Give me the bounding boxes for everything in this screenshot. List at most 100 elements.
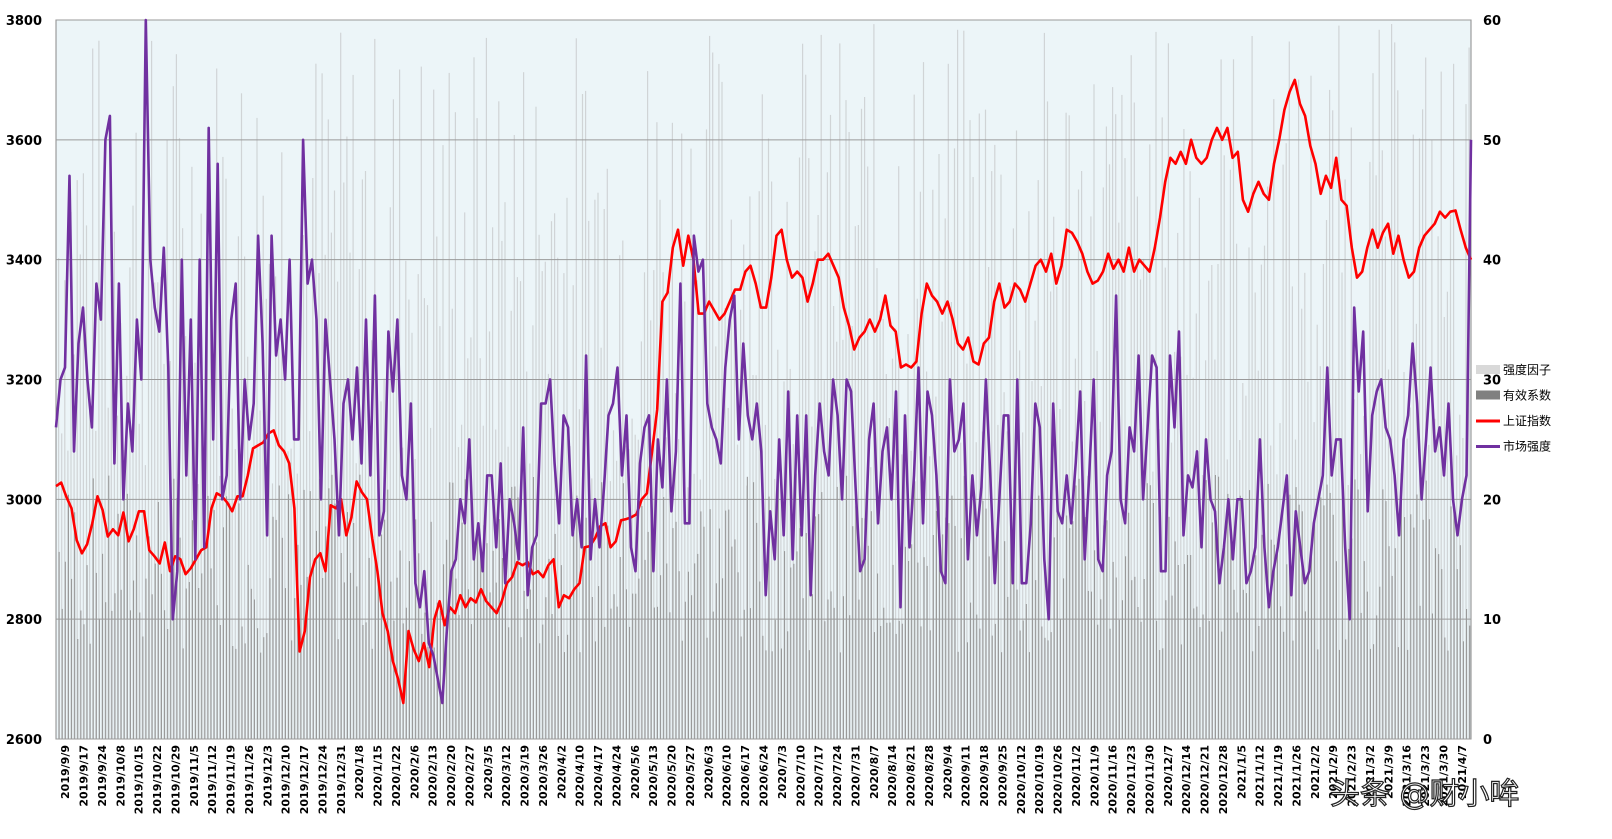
effective-coef-bar bbox=[328, 488, 330, 739]
effective-coef-bar bbox=[272, 516, 274, 739]
effective-coef-bar bbox=[1075, 485, 1077, 739]
effective-coef-bar bbox=[1335, 561, 1337, 739]
strength-factor-bar bbox=[457, 447, 460, 739]
legend-shanghai-index: 上证指数 bbox=[1476, 413, 1551, 428]
strength-factor-bar bbox=[172, 86, 174, 739]
effective-coef-bar bbox=[145, 578, 147, 739]
strength-factor-bar bbox=[1366, 481, 1368, 739]
strength-factor-bar bbox=[631, 418, 633, 739]
effective-coef-bar bbox=[511, 486, 513, 739]
effective-coef-bar bbox=[973, 487, 975, 739]
effective-coef-bar bbox=[1125, 556, 1127, 739]
effective-coef-bar bbox=[653, 607, 655, 739]
strength-factor-bar bbox=[85, 225, 88, 739]
effective-coef-bar bbox=[532, 477, 534, 739]
effective-coef-bar bbox=[1295, 487, 1297, 739]
strength-factor-bar bbox=[780, 480, 782, 739]
x-tick-label: 2020/2/6 bbox=[408, 745, 421, 799]
effective-coef-bar bbox=[660, 575, 662, 739]
effective-coef-bar bbox=[1041, 626, 1043, 739]
effective-coef-bar bbox=[666, 563, 668, 739]
effective-coef-bar bbox=[219, 625, 221, 739]
strength-factor-bar bbox=[994, 144, 996, 739]
effective-coef-bar bbox=[433, 647, 435, 739]
effective-coef-bar bbox=[1394, 548, 1396, 739]
strength-factor-bar bbox=[926, 371, 928, 739]
effective-coef-bar bbox=[244, 643, 246, 739]
effective-coef-bar bbox=[743, 609, 745, 739]
effective-coef-bar bbox=[198, 588, 200, 739]
strength-factor-bar bbox=[1046, 101, 1049, 739]
effective-coef-bar bbox=[613, 594, 615, 739]
strength-factor-bar bbox=[1201, 475, 1204, 739]
strength-factor-bar bbox=[653, 270, 655, 739]
effective-coef-bar bbox=[607, 525, 609, 739]
effective-coef-bar bbox=[970, 602, 972, 739]
strength-factor-bar bbox=[761, 94, 763, 740]
strength-factor-bar bbox=[340, 32, 342, 739]
strength-factor-bar bbox=[727, 407, 729, 739]
strength-factor-bar bbox=[848, 132, 850, 739]
left-tick-label: 3400 bbox=[6, 254, 42, 269]
strength-factor-bar bbox=[913, 94, 915, 740]
strength-factor-bar bbox=[1158, 429, 1160, 739]
effective-coef-bar bbox=[1134, 576, 1136, 739]
legend-label: 强度因子 bbox=[1503, 362, 1551, 377]
strength-factor-bar bbox=[275, 276, 277, 739]
effective-coef-bar bbox=[1069, 528, 1071, 739]
effective-coef-bar bbox=[1435, 548, 1437, 739]
x-tick-label: 2020/11/2 bbox=[1070, 745, 1083, 807]
effective-coef-bar bbox=[886, 622, 888, 739]
effective-coef-bar bbox=[908, 561, 910, 739]
right-tick-label: 0 bbox=[1483, 733, 1492, 748]
effective-coef-bar bbox=[1307, 576, 1309, 739]
effective-coef-bar bbox=[1466, 609, 1468, 739]
effective-coef-bar bbox=[170, 514, 172, 739]
strength-factor-bar bbox=[1298, 79, 1300, 740]
effective-coef-bar bbox=[836, 486, 838, 739]
effective-coef-bar bbox=[1469, 625, 1471, 739]
strength-factor-bar bbox=[634, 434, 636, 739]
effective-coef-bar bbox=[669, 612, 671, 739]
strength-factor-bar bbox=[1195, 313, 1197, 739]
strength-factor-bar bbox=[891, 358, 894, 739]
effective-coef-bar bbox=[1190, 555, 1192, 739]
strength-factor-bar bbox=[64, 280, 66, 739]
effective-coef-bar bbox=[594, 641, 596, 739]
strength-factor-bar bbox=[1242, 383, 1244, 739]
strength-factor-bar bbox=[240, 93, 243, 740]
effective-coef-bar bbox=[715, 583, 717, 739]
effective-coef-bar bbox=[517, 497, 519, 739]
effective-coef-bar bbox=[1413, 527, 1415, 739]
effective-coef-bar bbox=[1326, 484, 1328, 739]
strength-factor-bar bbox=[572, 285, 574, 739]
effective-coef-bar bbox=[421, 633, 423, 739]
effective-coef-bar bbox=[408, 561, 410, 739]
strength-factor-bar bbox=[681, 133, 683, 739]
effective-coef-bar bbox=[740, 636, 742, 739]
x-tick-label: 2020/7/3 bbox=[776, 745, 789, 799]
strength-factor-bar bbox=[507, 446, 509, 739]
strength-factor-bar bbox=[1375, 175, 1377, 740]
x-tick-label: 2020/9/4 bbox=[941, 745, 954, 799]
effective-coef-bar bbox=[1338, 649, 1340, 739]
strength-factor-bar bbox=[1360, 454, 1362, 739]
strength-factor-bar bbox=[668, 291, 670, 739]
effective-coef-bar bbox=[1146, 483, 1148, 739]
right-tick-label: 10 bbox=[1483, 613, 1501, 628]
strength-factor-bar bbox=[575, 38, 577, 740]
strength-factor-bar bbox=[420, 66, 422, 740]
effective-coef-bar bbox=[1320, 497, 1322, 739]
effective-coef-bar bbox=[1373, 644, 1375, 739]
effective-coef-bar bbox=[1214, 475, 1216, 739]
effective-coef-bar bbox=[1174, 541, 1176, 739]
effective-coef-bar bbox=[1348, 548, 1350, 739]
effective-coef-bar bbox=[133, 580, 135, 739]
strength-factor-bar bbox=[1344, 179, 1346, 739]
effective-coef-bar bbox=[1090, 591, 1092, 739]
effective-coef-bar bbox=[1140, 621, 1142, 739]
legend-market-strength: 市场强度 bbox=[1476, 439, 1551, 454]
effective-coef-bar bbox=[1385, 501, 1387, 739]
effective-coef-bar bbox=[1444, 637, 1446, 739]
effective-coef-bar bbox=[1019, 630, 1021, 739]
